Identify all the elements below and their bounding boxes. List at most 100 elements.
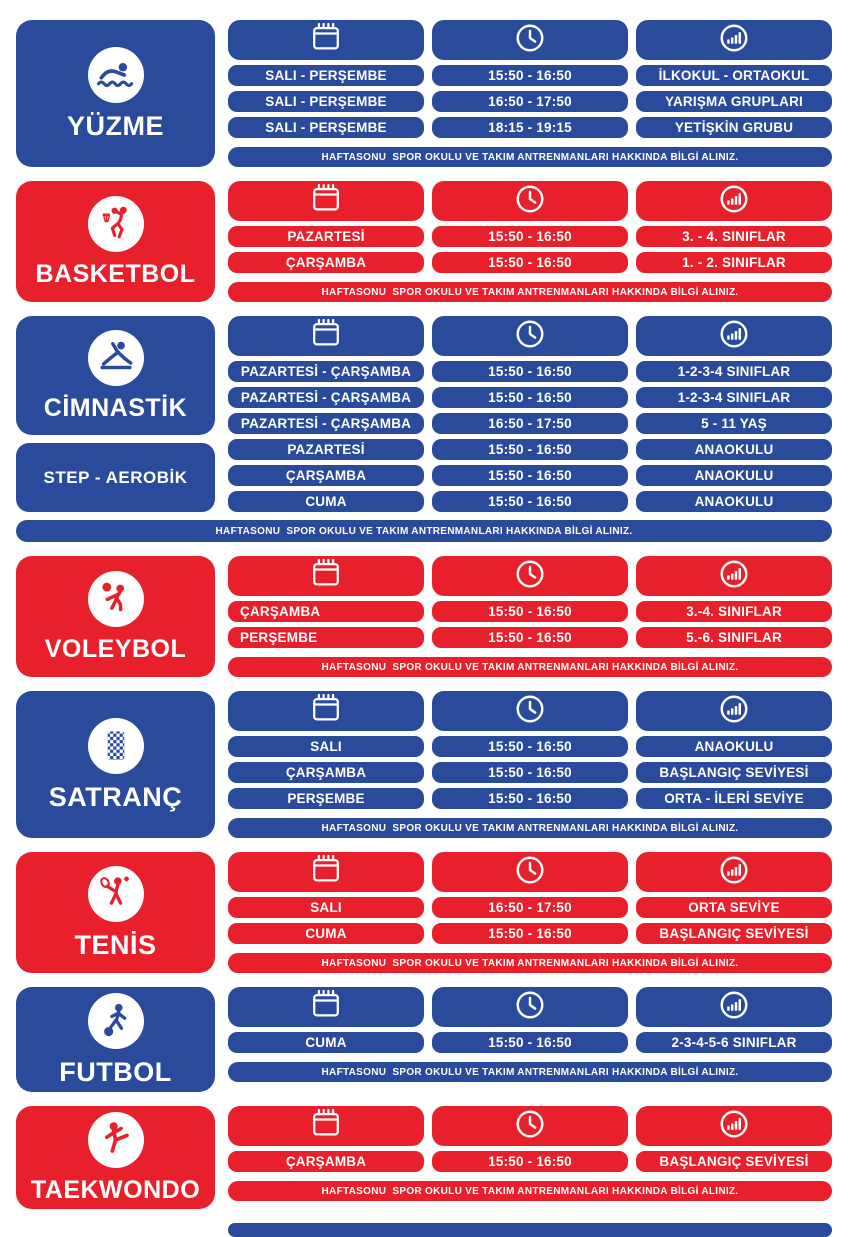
sport-left-column: FUTBOL xyxy=(16,987,215,1092)
calendar-icon xyxy=(309,317,343,356)
time-pill: 15:50 - 16:50 xyxy=(432,788,628,809)
group-pill: BAŞLANGIÇ SEVİYESİ xyxy=(636,762,832,783)
time-column-header xyxy=(432,987,628,1027)
group-level-column-header xyxy=(636,316,832,356)
time-pill: 15:50 - 16:50 xyxy=(432,252,628,273)
time-pill: 18:15 - 19:15 xyxy=(432,117,628,138)
level-icon xyxy=(717,988,751,1027)
calendar-icon xyxy=(309,1107,343,1146)
time-column-header xyxy=(432,1106,628,1146)
sport-title: SATRANÇ xyxy=(48,782,183,812)
schedule-columns: CUMA 15:50 - 16:50 2-3-4-5-6 SINIFLAR HAFTA… xyxy=(228,987,832,1092)
schedule-columns: PAZARTESİ 15:50 - 16:50 3. - 4. SINIFLAR ÇA… xyxy=(228,181,832,302)
day-pill: ÇARŞAMBA xyxy=(228,252,424,273)
volleyball-icon xyxy=(87,571,144,627)
group-pill: 5 - 11 YAŞ xyxy=(636,413,832,434)
time-column-header xyxy=(432,181,628,221)
group-pill: 5.-6. SINIFLAR xyxy=(636,627,832,648)
time-pill: 16:50 - 17:50 xyxy=(432,413,628,434)
day-pill: PERŞEMBE xyxy=(228,788,424,809)
clock-icon xyxy=(513,317,547,356)
schedule-columns: PAZARTESİ - ÇARŞAMBA 15:50 - 16:50 1-2-3-4… xyxy=(228,316,832,512)
section-body: TENİS SALI 16:50 - 17:50 ORTA SEVİYE CUMA 15… xyxy=(16,852,832,973)
calendar-icon xyxy=(309,21,343,60)
sport-card: CİMNASTİK xyxy=(16,316,215,435)
day-pill: ÇARŞAMBA xyxy=(228,465,424,486)
clock-icon xyxy=(513,557,547,596)
group-pill: İLKOKUL - ORTAOKUL xyxy=(636,65,832,86)
group-level-column-header xyxy=(636,691,832,731)
clock-icon xyxy=(513,692,547,731)
sport-card: VOLEYBOL xyxy=(16,556,215,677)
group-level-column-header xyxy=(636,181,832,221)
sport-title: TENİS xyxy=(74,930,157,960)
time-pill: 15:50 - 16:50 xyxy=(432,736,628,757)
time-pill: 16:50 - 17:50 xyxy=(432,91,628,112)
sport-title: TAEKWONDO xyxy=(30,1176,201,1204)
day-pill: ÇARŞAMBA xyxy=(228,601,424,622)
group-pill: ANAOKULU xyxy=(636,736,832,757)
sport-card: YÜZME xyxy=(16,20,215,167)
day-pill: CUMA xyxy=(228,1032,424,1053)
day-pill: CUMA xyxy=(228,491,424,512)
sport-title: YÜZME xyxy=(67,111,164,141)
schedule-columns: SALI - PERŞEMBE 15:50 - 16:50 İLKOKUL - OR… xyxy=(228,20,832,167)
sport-card: SATRANÇ xyxy=(16,691,215,838)
time-pill: 15:50 - 16:50 xyxy=(432,923,628,944)
day-pill: CUMA xyxy=(228,923,424,944)
time-pill: 15:50 - 16:50 xyxy=(432,627,628,648)
calendar-icon xyxy=(309,557,343,596)
group-level-column-header xyxy=(636,1106,832,1146)
section-basketbol: BASKETBOL PAZARTESİ 15:50 - 16:50 3. - 4. … xyxy=(16,181,832,302)
sport-left-column: VOLEYBOL xyxy=(16,556,215,677)
time-pill: 15:50 - 16:50 xyxy=(432,601,628,622)
sport-left-column: TAEKWONDO xyxy=(16,1106,215,1209)
group-pill: 1-2-3-4 SINIFLAR xyxy=(636,361,832,382)
taekwondo-icon xyxy=(87,1112,144,1168)
group-pill: ORTA - İLERİ SEVİYE xyxy=(636,788,832,809)
next-section-partial-bar xyxy=(228,1223,832,1237)
sport-title: BASKETBOL xyxy=(35,260,196,288)
group-pill: YARIŞMA GRUPLARI xyxy=(636,91,832,112)
group-pill: ANAOKULU xyxy=(636,491,832,512)
group-pill: ANAOKULU xyxy=(636,465,832,486)
group-pill: 2-3-4-5-6 SINIFLAR xyxy=(636,1032,832,1053)
days-column-header xyxy=(228,987,424,1027)
level-icon xyxy=(717,692,751,731)
day-pill: PAZARTESİ xyxy=(228,226,424,247)
weekend-info-note: HAFTASONU SPOR OKULU VE TAKIM ANTRENMANL… xyxy=(228,1062,832,1082)
group-level-column-header xyxy=(636,556,832,596)
gymnast-icon xyxy=(87,330,144,386)
day-pill: SALI xyxy=(228,897,424,918)
group-pill: 3. - 4. SINIFLAR xyxy=(636,226,832,247)
days-column-header xyxy=(228,181,424,221)
section-yuzme: YÜZME SALI - PERŞEMBE 15:50 - 16:50 İLKOKU… xyxy=(16,20,832,167)
schedule-columns: SALI 16:50 - 17:50 ORTA SEVİYE CUMA 15:50 - … xyxy=(228,852,832,973)
sport-left-column: CİMNASTİK STEP - AEROBİK xyxy=(16,316,215,512)
sport-left-column: TENİS xyxy=(16,852,215,973)
days-column-header xyxy=(228,852,424,892)
clock-icon xyxy=(513,1107,547,1146)
level-icon xyxy=(717,182,751,221)
group-pill: BAŞLANGIÇ SEVİYESİ xyxy=(636,923,832,944)
calendar-icon xyxy=(309,853,343,892)
group-pill: ORTA SEVİYE xyxy=(636,897,832,918)
clock-icon xyxy=(513,21,547,60)
section-voleybol: VOLEYBOL ÇARŞAMBA 15:50 - 16:50 3.-4. SINI… xyxy=(16,556,832,677)
level-icon xyxy=(717,853,751,892)
schedule-columns: ÇARŞAMBA 15:50 - 16:50 BAŞLANGIÇ SEVİYESİ H… xyxy=(228,1106,832,1209)
sport-card: TENİS xyxy=(16,852,215,973)
group-level-column-header xyxy=(636,852,832,892)
time-pill: 15:50 - 16:50 xyxy=(432,65,628,86)
sport-left-column: YÜZME xyxy=(16,20,215,167)
day-pill: ÇARŞAMBA xyxy=(228,762,424,783)
day-pill: PAZARTESİ - ÇARŞAMBA xyxy=(228,361,424,382)
days-column-header xyxy=(228,316,424,356)
calendar-icon xyxy=(309,988,343,1027)
section-futbol: FUTBOL CUMA 15:50 - 16:50 2-3-4-5-6 SINIFL… xyxy=(16,987,832,1092)
group-pill: BAŞLANGIÇ SEVİYESİ xyxy=(636,1151,832,1172)
days-column-header xyxy=(228,20,424,60)
days-column-header xyxy=(228,691,424,731)
section-cimnastik: CİMNASTİK STEP - AEROBİK PAZARTESİ - ÇAR… xyxy=(16,316,832,542)
